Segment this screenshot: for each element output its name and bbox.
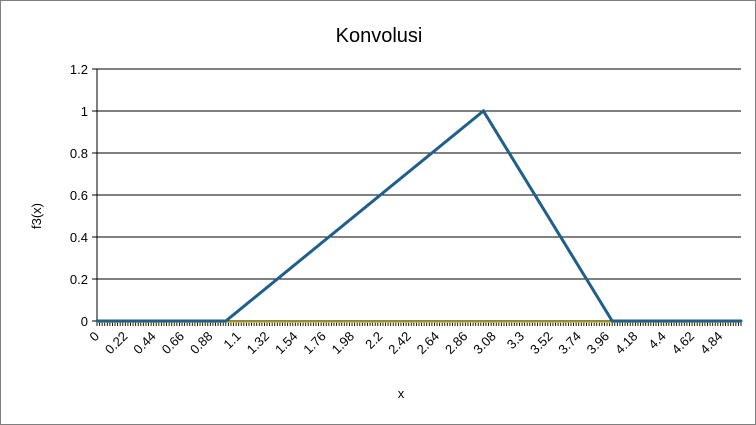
x-tick-label: 4.84 (697, 329, 726, 358)
x-tick-label: 1.1 (220, 329, 243, 352)
x-tick-label: 0.22 (102, 329, 131, 358)
data-point (95, 319, 99, 323)
data-point (739, 319, 743, 323)
data-point (481, 109, 485, 113)
x-axis-title: x (398, 386, 405, 401)
series-layer (95, 108, 743, 323)
y-tick-label: 1 (81, 104, 88, 119)
x-tick-label: 3.3 (504, 329, 527, 352)
x-tick-label: 3.74 (555, 329, 584, 358)
y-tick-label: 1.2 (70, 62, 88, 77)
y-tick-label: 0.8 (70, 146, 88, 161)
x-tick-label: 1.54 (272, 329, 301, 358)
y-tick-label: 0.4 (70, 230, 88, 245)
y-tick-label: 0.2 (70, 272, 88, 287)
x-tick-label: 1.98 (329, 329, 358, 358)
y-axis-title: f3(x) (29, 203, 44, 229)
x-tick-label: 0.66 (159, 329, 188, 358)
x-tick-label: 0.44 (130, 329, 159, 358)
x-axis-ticks: 0 0.22 0.44 0.66 0.88 1.1 1.32 1.54 1.76 1.98 2.2 2… (86, 321, 742, 358)
data-point (610, 319, 614, 323)
gridlines (96, 68, 741, 322)
x-tick-label: 0 (86, 329, 102, 345)
x-tick-label: 2.64 (414, 329, 443, 358)
x-tick-label: 0.88 (187, 329, 216, 358)
x-tick-label: 4.18 (612, 329, 641, 358)
chart-title: Konvolusi (336, 25, 423, 47)
x-tick-label: 4.62 (669, 329, 698, 358)
x-tick-label: 2.42 (385, 329, 414, 358)
y-axis-ticks: 0 0.2 0.4 0.6 0.8 1 1.2 (70, 62, 97, 329)
x-tick-label: 2.2 (362, 329, 385, 352)
x-tick-label: 1.76 (300, 329, 329, 358)
x-tick-label: 4.4 (645, 329, 668, 352)
x-tick-label: 2.86 (442, 329, 471, 358)
series-line-f3 (97, 108, 741, 323)
data-point (224, 319, 228, 323)
x-tick-label: 3.52 (527, 329, 556, 358)
x-tick-label: 3.08 (470, 329, 499, 358)
x-tick-label: 3.96 (584, 329, 613, 358)
y-tick-label: 0 (81, 314, 88, 329)
y-tick-label: 0.6 (70, 188, 88, 203)
x-tick-label: 1.32 (244, 329, 273, 358)
